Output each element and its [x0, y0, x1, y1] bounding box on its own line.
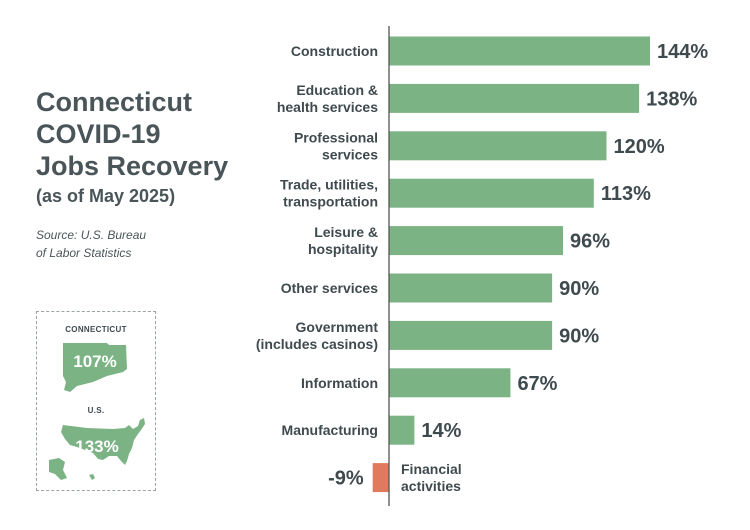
category-label: Leisure &	[314, 224, 378, 240]
value-label: 138%	[646, 88, 697, 110]
category-label: Professional	[294, 129, 378, 145]
connecticut-map-icon: 107%	[63, 343, 127, 392]
bar	[389, 131, 607, 161]
category-label: activities	[401, 478, 461, 494]
category-label: transportation	[283, 194, 378, 210]
category-label: Construction	[291, 43, 378, 59]
title-line: Connecticut	[36, 87, 193, 117]
bar	[389, 415, 415, 445]
category-label: health services	[277, 99, 378, 115]
category-label: Manufacturing	[282, 422, 378, 438]
value-label: 14%	[421, 420, 461, 442]
us-value: 133%	[75, 437, 118, 456]
value-label: -9%	[328, 468, 364, 490]
bar	[389, 36, 650, 66]
value-label: 90%	[559, 278, 599, 300]
comparison-inset: CONNECTICUT 107% 133% U.S.	[36, 311, 156, 491]
bar	[389, 368, 511, 398]
title-line: Jobs Recovery	[36, 151, 229, 181]
value-label: 96%	[570, 231, 610, 253]
category-label: hospitality	[308, 241, 378, 257]
bar	[389, 178, 594, 208]
connecticut-label: CONNECTICUT	[65, 325, 127, 334]
category-label: Government	[296, 319, 379, 335]
connecticut-value: 107%	[73, 352, 116, 371]
source-line: Source: U.S. Bureau	[36, 228, 147, 242]
page-subtitle: (as of May 2025)	[36, 186, 176, 206]
category-label: services	[322, 146, 378, 162]
page-title: Connecticut COVID-19 Jobs Recovery	[36, 86, 266, 182]
value-label: 67%	[517, 373, 557, 395]
value-label: 90%	[559, 325, 599, 347]
value-label: 144%	[657, 41, 708, 63]
category-label: Financial	[401, 461, 462, 477]
bar	[389, 83, 640, 113]
inset-maps: 107% 133%	[49, 343, 145, 480]
us-label: U.S.	[87, 406, 105, 415]
bar	[389, 226, 563, 256]
value-label: 120%	[614, 136, 665, 158]
source-line: of Labor Statistics	[36, 246, 132, 260]
category-label: Information	[301, 375, 378, 391]
us-map-icon: 133%	[49, 418, 145, 480]
bar	[372, 463, 389, 493]
category-label: Other services	[281, 280, 378, 296]
value-label: 113%	[601, 183, 651, 205]
source-note: Source: U.S. Bureau of Labor Statistics	[36, 226, 146, 262]
category-label: Education &	[296, 82, 378, 98]
bar	[389, 273, 553, 303]
category-label: Trade, utilities,	[280, 177, 378, 193]
category-label: (includes casinos)	[256, 336, 378, 352]
bar	[389, 320, 553, 350]
title-line: COVID-19	[36, 119, 161, 149]
